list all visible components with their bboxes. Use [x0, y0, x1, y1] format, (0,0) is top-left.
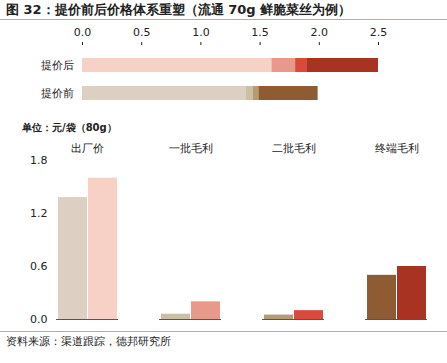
svg-text:0.6: 0.6	[30, 260, 48, 273]
html-text:图 32：提价前后价格体系重塑（流通 70g 鲜脆菜丝为例）: 图 32：提价前后价格体系重塑（流通 70g 鲜脆菜丝为例）	[6, 2, 352, 17]
svg-text:1.2: 1.2	[30, 207, 48, 220]
svg-text:1.0: 1.0	[192, 26, 210, 39]
svg-text:0.5: 0.5	[133, 26, 151, 39]
svg-text:二批毛利: 二批毛利	[272, 142, 316, 155]
svg-text:2.5: 2.5	[370, 26, 388, 39]
svg-text:提价后: 提价后	[41, 59, 74, 72]
svg-text:0.0: 0.0	[74, 26, 92, 39]
svg-text:2.0: 2.0	[311, 26, 329, 39]
svg-text:1.5: 1.5	[251, 26, 269, 39]
svg-text:1.8: 1.8	[30, 154, 48, 167]
html-text:单位：元/袋（80g）: 单位：元/袋（80g）	[22, 122, 117, 133]
svg-text:终端毛利: 终端毛利	[375, 142, 419, 155]
html-text:资料来源：渠道跟踪，德邦研究所: 资料来源：渠道跟踪，德邦研究所	[6, 335, 171, 348]
svg-text:出厂价: 出厂价	[71, 142, 104, 155]
svg-text:提价前: 提价前	[41, 87, 74, 100]
svg-text:0.0: 0.0	[30, 313, 48, 326]
svg-text:一批毛利: 一批毛利	[169, 142, 213, 155]
